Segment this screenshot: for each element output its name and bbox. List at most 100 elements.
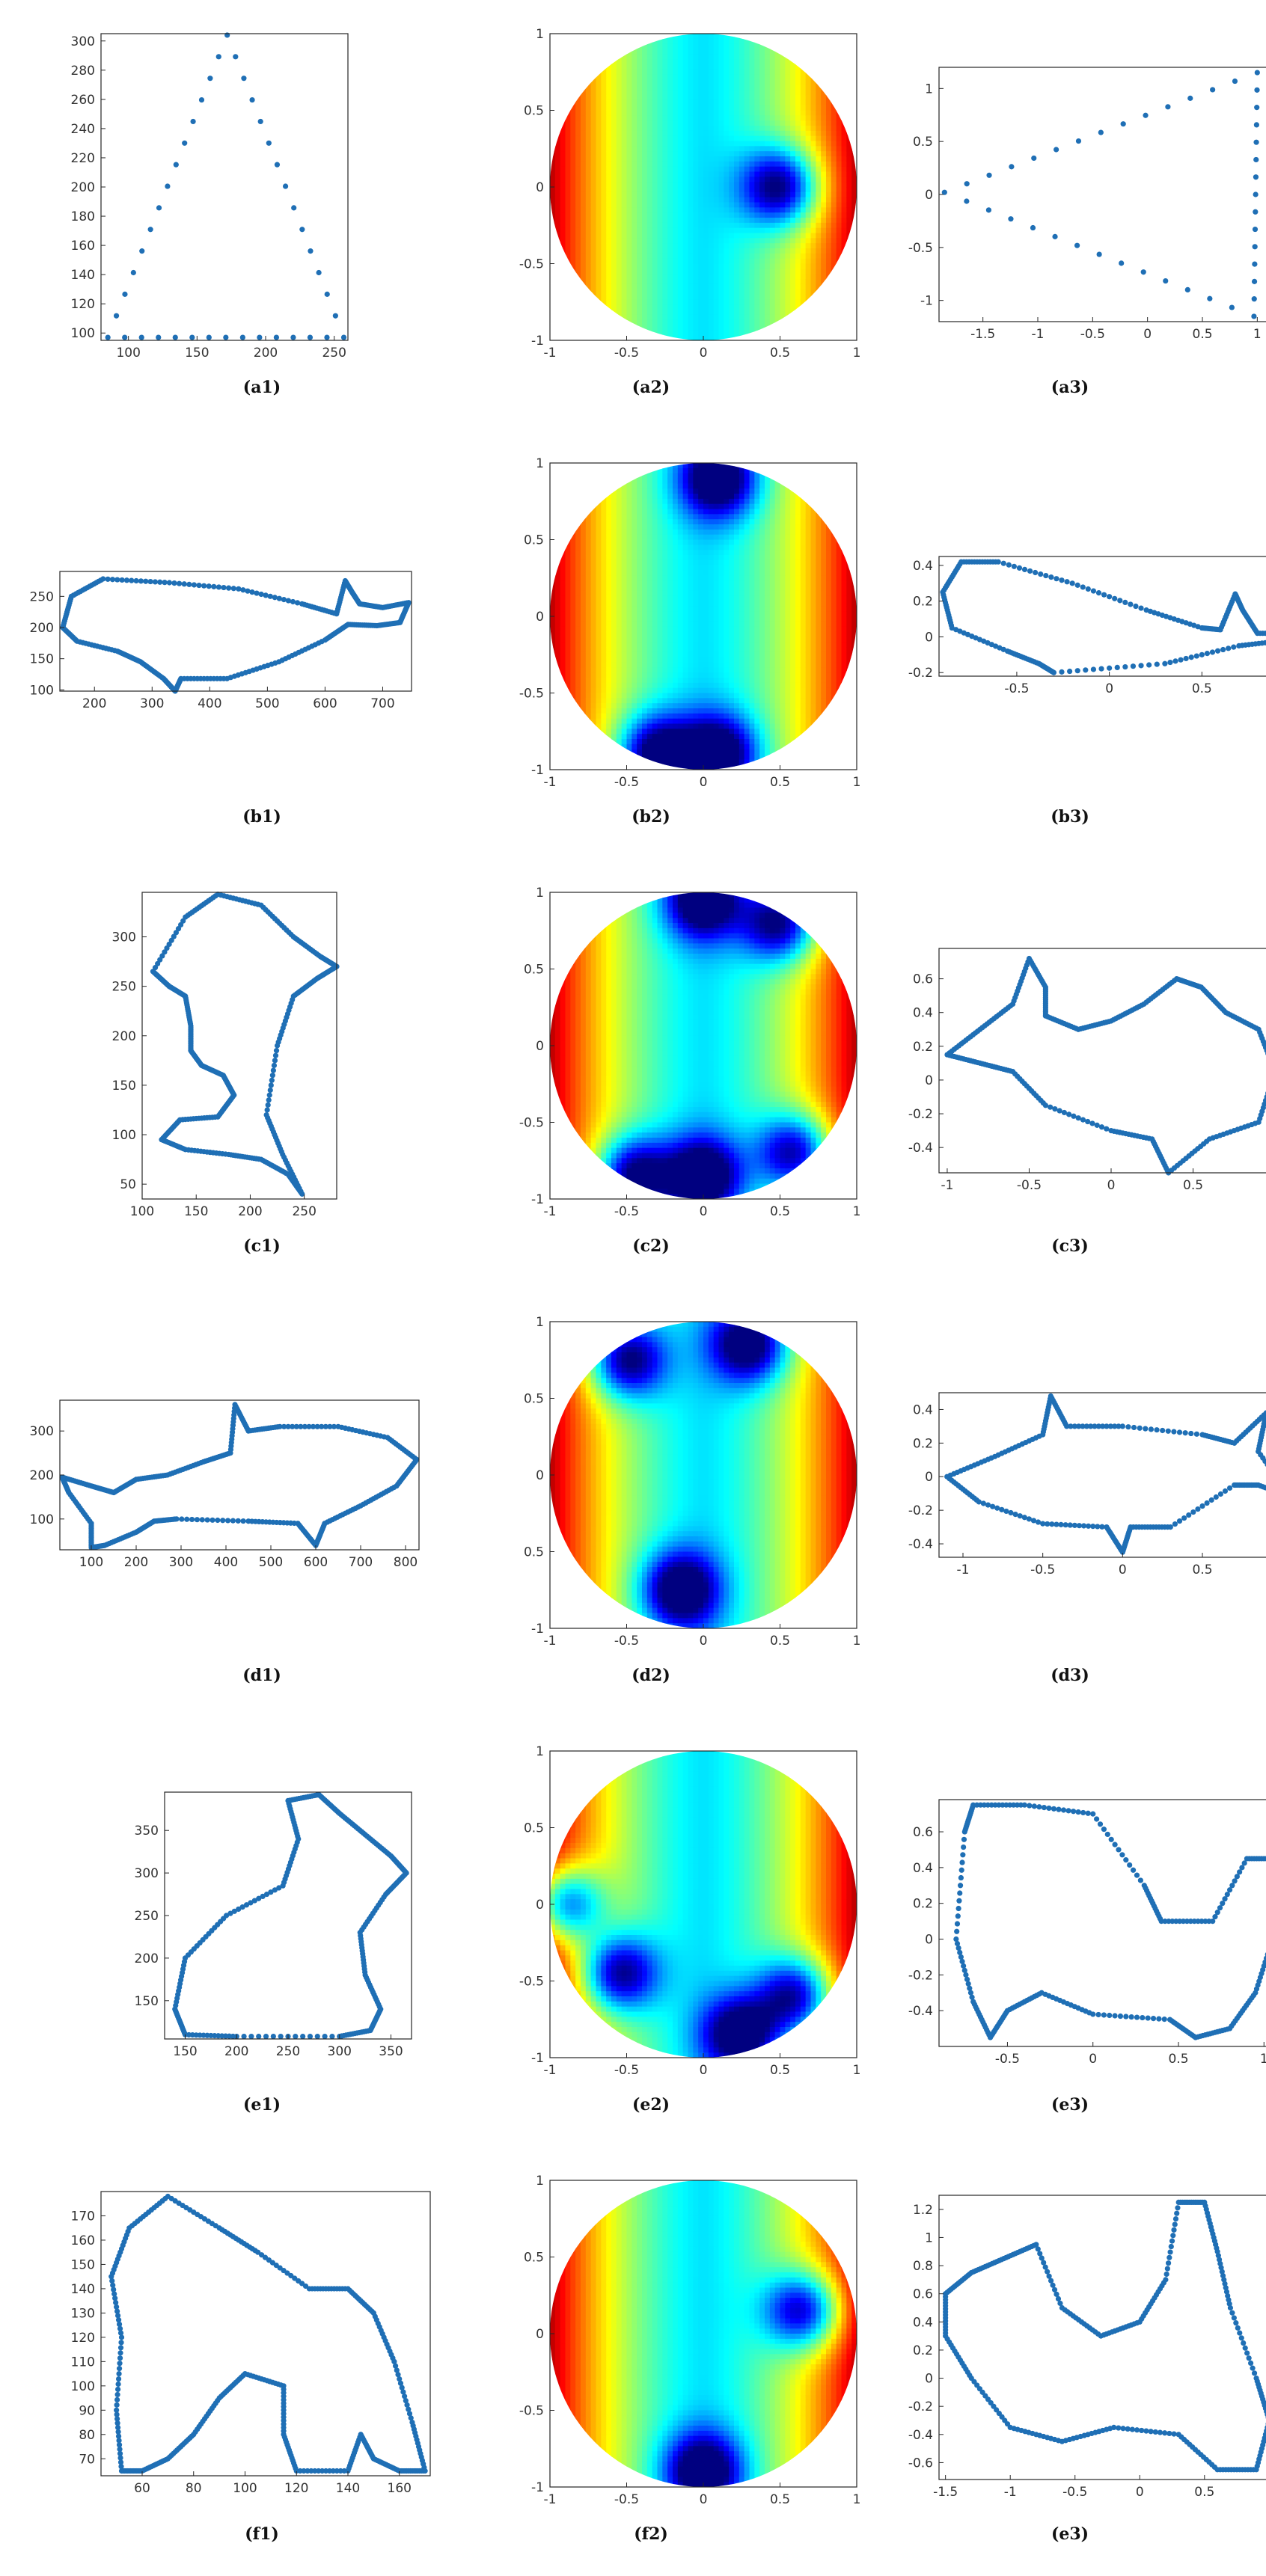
data-point	[1062, 1522, 1068, 1528]
data-point	[1222, 1896, 1228, 1902]
y-tick-label: 50	[120, 1177, 136, 1192]
data-point	[1104, 1831, 1110, 1838]
scatter-points	[940, 559, 1266, 675]
data-point	[266, 1097, 272, 1103]
x-tick-label: 0.5	[770, 1634, 790, 1649]
data-point	[1119, 260, 1125, 266]
x-tick-label: 0.5	[1192, 1563, 1212, 1577]
data-point	[257, 334, 263, 340]
data-point	[173, 162, 179, 168]
y-tick-label: 240	[71, 122, 95, 137]
y-tick-label: 0.4	[913, 2315, 933, 2330]
panel-f2: -1 -0.5 0 0.5 1 -1 -0.5 0 0.5 1	[479, 2162, 861, 2507]
y-tick-label: -0.5	[519, 1975, 544, 1990]
data-point	[1156, 2016, 1162, 2022]
data-point	[402, 2393, 408, 2399]
y-tick-label: 250	[135, 1909, 159, 1924]
x-tick-label: 0	[1105, 681, 1113, 696]
x-tick-label: 400	[198, 696, 221, 711]
data-point	[263, 592, 269, 598]
data-point	[1167, 2249, 1173, 2255]
panel-f1: 60 80 100 120 140 160 70 80 90 100 110 120 130 140 150…	[60, 2162, 431, 2496]
data-point	[168, 937, 174, 943]
data-point	[1262, 631, 1266, 637]
scatter-points	[108, 2193, 428, 2474]
data-point	[114, 2420, 120, 2426]
data-point	[156, 205, 162, 211]
data-point	[1090, 666, 1097, 672]
y-tick-label: -0.4	[908, 1537, 933, 1552]
scatter-points	[60, 576, 412, 694]
x-tick-label: 1	[853, 346, 861, 361]
data-point	[171, 580, 177, 586]
data-point	[392, 2363, 399, 2369]
x-tick-label: -0.5	[995, 2052, 1020, 2067]
data-point	[285, 598, 292, 604]
data-point	[1055, 2296, 1062, 2302]
data-point	[114, 2304, 120, 2310]
panel-d1: 100 200 300 400 500 600 700 800 100 200 300	[30, 1303, 420, 1617]
data-point	[954, 1928, 960, 1934]
data-point	[268, 1082, 274, 1088]
data-point	[257, 118, 263, 125]
x-tick-label: -0.5	[1017, 1178, 1042, 1193]
data-point	[955, 1945, 961, 1951]
x-tick-label: 200	[224, 2044, 248, 2059]
data-point	[1172, 658, 1178, 664]
data-point	[1234, 1874, 1240, 1880]
data-point	[1209, 649, 1216, 655]
x-tick-label: 0.5	[1183, 1178, 1203, 1193]
x-tick-label: 0.5	[1194, 2485, 1214, 2500]
data-point	[1095, 2011, 1101, 2018]
axes-box	[938, 2195, 1266, 2480]
x-tick-label: 250	[292, 1204, 316, 1219]
data-point	[1095, 1423, 1101, 1429]
y-tick-label: 0.5	[524, 1392, 544, 1407]
data-point	[290, 334, 296, 340]
plot-svg: -1-0.500.51-0.4-0.200.20.4	[908, 1392, 1266, 1577]
data-point	[1119, 1423, 1125, 1429]
data-point	[1090, 1811, 1096, 1817]
data-point	[1122, 663, 1128, 670]
data-point	[114, 2407, 120, 2413]
data-point	[1220, 2272, 1226, 2279]
data-point	[1112, 1423, 1118, 1429]
data-point	[1000, 560, 1006, 566]
data-point	[264, 1107, 270, 1113]
data-point	[1229, 304, 1235, 310]
panel-a3: -1.5 -1 -0.5 0 0.5 1 -1 -0.5 0 0.5 1	[898, 15, 1266, 342]
data-point	[1097, 1821, 1104, 1827]
data-point	[1054, 2291, 1059, 2297]
y-tick-label: 100	[112, 1128, 136, 1143]
data-point	[116, 2442, 123, 2448]
data-point	[1050, 2282, 1056, 2288]
data-point	[1236, 643, 1242, 649]
x-tick-label: -0.5	[614, 346, 639, 361]
plot-svg: -1-0.500.51-0.4-0.200.20.40.6	[908, 948, 1266, 1193]
data-point	[258, 591, 264, 598]
panel-caption: (d3)	[995, 1666, 1145, 1685]
y-tick-label: 150	[71, 2257, 95, 2272]
x-tick-label: 0.5	[1168, 2052, 1188, 2067]
data-point	[1251, 313, 1257, 319]
x-tick-label: 800	[394, 1555, 418, 1570]
data-point	[1172, 1521, 1178, 1527]
y-tick-label: 0.5	[524, 1545, 544, 1560]
data-point	[276, 595, 282, 601]
data-point	[1252, 244, 1258, 250]
panel-e2: -1 -0.5 0 0.5 1 -1 -0.5 0 0.5 1	[479, 1732, 861, 2078]
panel-caption: (b1)	[187, 807, 337, 827]
y-tick-label: 100	[71, 326, 95, 341]
data-point	[1221, 2277, 1227, 2283]
data-point	[1108, 1836, 1114, 1842]
y-tick-label: 0.5	[524, 963, 544, 978]
data-point	[1165, 104, 1171, 110]
y-tick-label: 100	[30, 1512, 54, 1527]
data-point	[1217, 1905, 1223, 1911]
data-point	[1224, 1892, 1230, 1898]
y-tick-label: -1	[531, 334, 544, 349]
x-tick-label: 100	[116, 346, 140, 361]
data-point	[1210, 87, 1216, 93]
x-tick-label: 0	[700, 346, 708, 361]
data-point	[1054, 576, 1059, 582]
